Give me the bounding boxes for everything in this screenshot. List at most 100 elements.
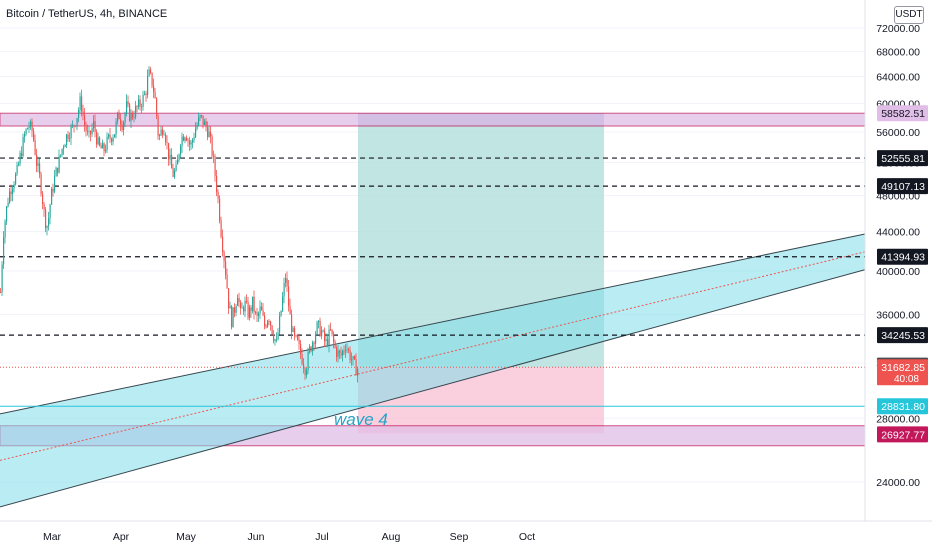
candle-body [192, 139, 194, 143]
candle-body [103, 143, 105, 152]
candle-body [282, 296, 284, 311]
candle-body [18, 163, 20, 166]
candle-body [168, 142, 170, 160]
time-tick-label: May [176, 531, 197, 543]
candle-body [10, 191, 12, 195]
currency-button[interactable]: USDT [894, 6, 924, 24]
candle-body [72, 125, 74, 127]
candle-body [291, 314, 293, 332]
candle-body [225, 261, 227, 275]
candle-body [75, 125, 77, 127]
candle-body [303, 364, 305, 369]
candle-body [306, 370, 308, 376]
candle-body [156, 98, 158, 116]
candle-body [351, 359, 353, 361]
candle-body [141, 106, 143, 108]
candle-body [223, 251, 225, 262]
candle-body [217, 191, 219, 199]
candle-body [186, 137, 188, 141]
candle-body [94, 120, 96, 132]
candle-body [160, 129, 162, 136]
candle-body [76, 118, 78, 126]
candle-body [109, 134, 111, 139]
candle-body [219, 198, 221, 221]
candle-body [3, 237, 5, 265]
candle-body [64, 144, 66, 147]
candle-body [178, 154, 180, 160]
candle-body [259, 306, 261, 314]
candle-body [195, 128, 197, 138]
candle-body [150, 69, 152, 73]
candle-body [297, 335, 299, 340]
time-tick-label: Sep [450, 531, 469, 543]
candle-body [129, 104, 131, 121]
candle-body [100, 145, 102, 149]
candle-body [348, 349, 350, 351]
candle-body [249, 307, 251, 318]
candle-body [171, 154, 173, 169]
candle-body [37, 163, 39, 166]
candle-body [222, 236, 224, 252]
candle-body [12, 188, 14, 195]
candle-body [354, 356, 356, 360]
candle-body [328, 329, 330, 346]
candle-body [46, 226, 48, 228]
candle-body [81, 96, 83, 112]
price-tick-label: 28000.00 [876, 413, 920, 425]
candle-body [133, 117, 135, 119]
candle-body [172, 168, 174, 177]
candle-body [79, 96, 81, 110]
candle-body [96, 131, 98, 145]
candle-body [144, 93, 146, 95]
candles [0, 66, 359, 383]
candle-body [102, 143, 104, 149]
candle-body [183, 136, 185, 141]
candle-body [142, 94, 144, 107]
candle-body [213, 155, 215, 157]
candle-body [231, 306, 233, 328]
candle-body [304, 368, 306, 376]
candle-body [256, 312, 258, 316]
candle-body [268, 321, 270, 322]
candle-body [114, 134, 116, 138]
candle-body [216, 175, 218, 192]
candle-body [40, 174, 42, 194]
candle-body [166, 142, 168, 144]
candle-body [52, 188, 54, 192]
candle-body [58, 155, 60, 173]
candle-body [145, 93, 147, 96]
candle-body [69, 138, 71, 139]
candle-body [63, 146, 65, 149]
price-badge [877, 327, 928, 344]
candle-body [196, 124, 198, 129]
candle-body [120, 119, 122, 125]
candle-body [36, 154, 38, 166]
candle-body [229, 306, 231, 309]
candle-body [127, 101, 129, 105]
candle-body [253, 296, 255, 313]
candle-body [250, 307, 252, 311]
candle-body [345, 350, 347, 351]
price-tick-label: 64000.00 [876, 72, 920, 84]
candle-body [163, 134, 165, 136]
candle-body [112, 137, 114, 142]
candle-body [271, 325, 273, 335]
candle-body [39, 163, 41, 175]
candle-body [138, 99, 140, 107]
candle-body [246, 300, 248, 303]
time-tick-label: Jun [248, 531, 265, 543]
time-tick-label: Jul [315, 531, 328, 543]
candle-body [309, 346, 311, 352]
trend-channel [0, 233, 868, 507]
candle-body [174, 170, 176, 177]
candle-body [235, 305, 237, 313]
candle-body [214, 156, 216, 176]
candle-body [288, 286, 290, 307]
candle-body [202, 115, 204, 125]
candle-body [49, 204, 51, 219]
candle-body [132, 113, 134, 118]
candle-body [292, 328, 294, 332]
price-tick-label: 24000.00 [876, 477, 920, 489]
candle-body [82, 111, 84, 116]
